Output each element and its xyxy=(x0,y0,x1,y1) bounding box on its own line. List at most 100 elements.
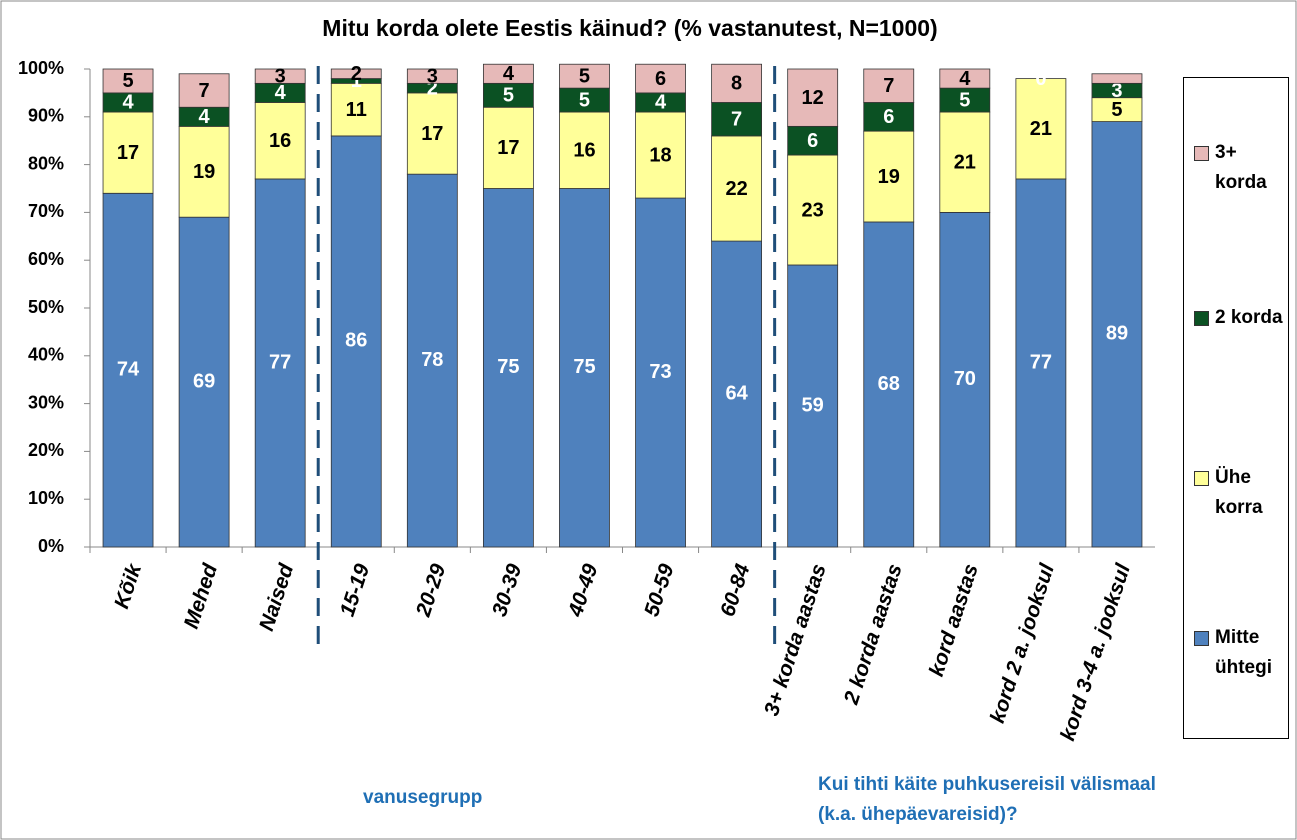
bar-segment xyxy=(787,154,839,266)
data-label: 5 xyxy=(579,89,590,111)
data-label: 4 xyxy=(959,68,971,90)
bar-segment xyxy=(102,192,154,548)
data-label: 5 xyxy=(1111,99,1122,121)
data-label: 4 xyxy=(199,106,211,128)
data-label: 3 xyxy=(427,65,438,87)
bar-segment xyxy=(787,68,839,127)
bar-segment xyxy=(559,188,610,548)
x-tick-label: Naised xyxy=(255,560,299,634)
bar-segment xyxy=(482,106,534,189)
bar-segment xyxy=(406,92,458,175)
legend-label: 2 korda xyxy=(1215,307,1283,328)
bar-segment xyxy=(178,216,230,548)
bar-segment xyxy=(254,178,306,548)
bar-segment xyxy=(559,111,610,189)
data-label: 19 xyxy=(193,161,215,183)
legend-item: Ühe korra xyxy=(1194,463,1289,523)
y-tick-label: 90% xyxy=(28,106,64,126)
data-label: 68 xyxy=(878,373,900,395)
x-tick-label: 2 korda aastas xyxy=(840,561,907,708)
data-label: 22 xyxy=(725,178,747,200)
bar-segment xyxy=(635,197,686,548)
data-label: 77 xyxy=(269,351,291,373)
data-label: 75 xyxy=(497,356,519,378)
data-label: 7 xyxy=(731,108,742,130)
bar-segment xyxy=(939,211,991,548)
data-label: 73 xyxy=(649,361,671,383)
data-label: 6 xyxy=(807,130,818,152)
legend-item: 2 korda xyxy=(1194,303,1289,333)
legend-item: 3+ korda xyxy=(1194,138,1289,198)
legend-label: Ühe korra xyxy=(1215,467,1263,518)
legend-swatch xyxy=(1194,311,1209,326)
bar-segment xyxy=(254,68,306,84)
bar-segment xyxy=(1015,78,1067,180)
data-label: 21 xyxy=(1030,118,1052,140)
data-label: 21 xyxy=(954,151,976,173)
data-label: 6 xyxy=(655,68,666,90)
data-label: 5 xyxy=(122,70,133,92)
bar-segment xyxy=(102,68,154,94)
data-label: 77 xyxy=(1030,351,1052,373)
x-tick-label: kord 3-4 a. jooksul xyxy=(1056,560,1135,744)
y-tick-label: 80% xyxy=(28,153,64,173)
data-label: 19 xyxy=(878,166,900,188)
legend-swatch xyxy=(1194,146,1209,161)
data-label: 4 xyxy=(503,63,515,85)
legend: 3+ korda 2 korda Ühe korra Mitte ühtegi xyxy=(1183,77,1289,739)
bar-segment xyxy=(178,73,230,108)
bar-segment xyxy=(330,82,382,137)
y-tick-label: 100% xyxy=(18,58,64,78)
data-label: 5 xyxy=(579,65,590,87)
legend-swatch xyxy=(1194,471,1209,486)
data-label: 59 xyxy=(802,394,824,416)
data-label: 8 xyxy=(731,73,742,95)
x-tick-label: 15-19 xyxy=(336,561,375,619)
bar-segment xyxy=(1015,178,1067,548)
bar-segment xyxy=(406,68,458,84)
y-tick-label: 10% xyxy=(28,488,64,508)
bar-segment xyxy=(178,125,230,218)
data-label: 4 xyxy=(122,92,134,114)
bar-segment xyxy=(559,63,610,89)
y-tick-label: 20% xyxy=(28,440,64,460)
x-tick-label: Mehed xyxy=(180,560,223,631)
data-label: 0 xyxy=(1035,68,1046,90)
bar-segment xyxy=(863,68,915,103)
y-tick-label: 70% xyxy=(28,201,64,221)
data-label: 17 xyxy=(497,137,519,159)
data-label: 12 xyxy=(802,87,824,109)
x-tick-label: 60-84 xyxy=(716,561,755,619)
data-label: 74 xyxy=(117,358,140,380)
data-label: 5 xyxy=(959,89,970,111)
data-label: 3 xyxy=(1111,80,1122,102)
chart-title: Mitu korda olete Eestis käinud? (% vasta… xyxy=(322,15,937,41)
x-tick-label: Kõik xyxy=(110,560,146,612)
data-label: 75 xyxy=(573,356,595,378)
data-label: 69 xyxy=(193,370,215,392)
data-label: 4 xyxy=(655,92,667,114)
y-tick-label: 60% xyxy=(28,249,64,269)
legend-label: Mitte ühtegi xyxy=(1215,627,1272,678)
bar-segment xyxy=(787,264,839,548)
bar-segment xyxy=(482,63,534,84)
data-label: 6 xyxy=(883,106,894,128)
x-tick-label: kord aastas xyxy=(925,561,983,679)
bar-segment xyxy=(102,111,154,194)
data-label: 18 xyxy=(649,144,671,166)
legend-swatch xyxy=(1194,631,1209,646)
bar-segment xyxy=(711,102,763,137)
bar-segment xyxy=(330,68,382,79)
legend-label: 3+ korda xyxy=(1215,142,1267,193)
bar-segment xyxy=(1091,73,1143,84)
data-label: 16 xyxy=(269,130,291,152)
data-label: 23 xyxy=(802,199,824,221)
bar-segment xyxy=(635,111,686,199)
data-label: 64 xyxy=(725,382,748,404)
data-label: 7 xyxy=(199,80,210,102)
x-tick-label: 30-39 xyxy=(488,561,527,619)
group-label: Kui tihti käite puhkusereisil välismaal … xyxy=(818,774,1156,825)
x-tick-label: 3+ korda aastas xyxy=(760,561,831,719)
